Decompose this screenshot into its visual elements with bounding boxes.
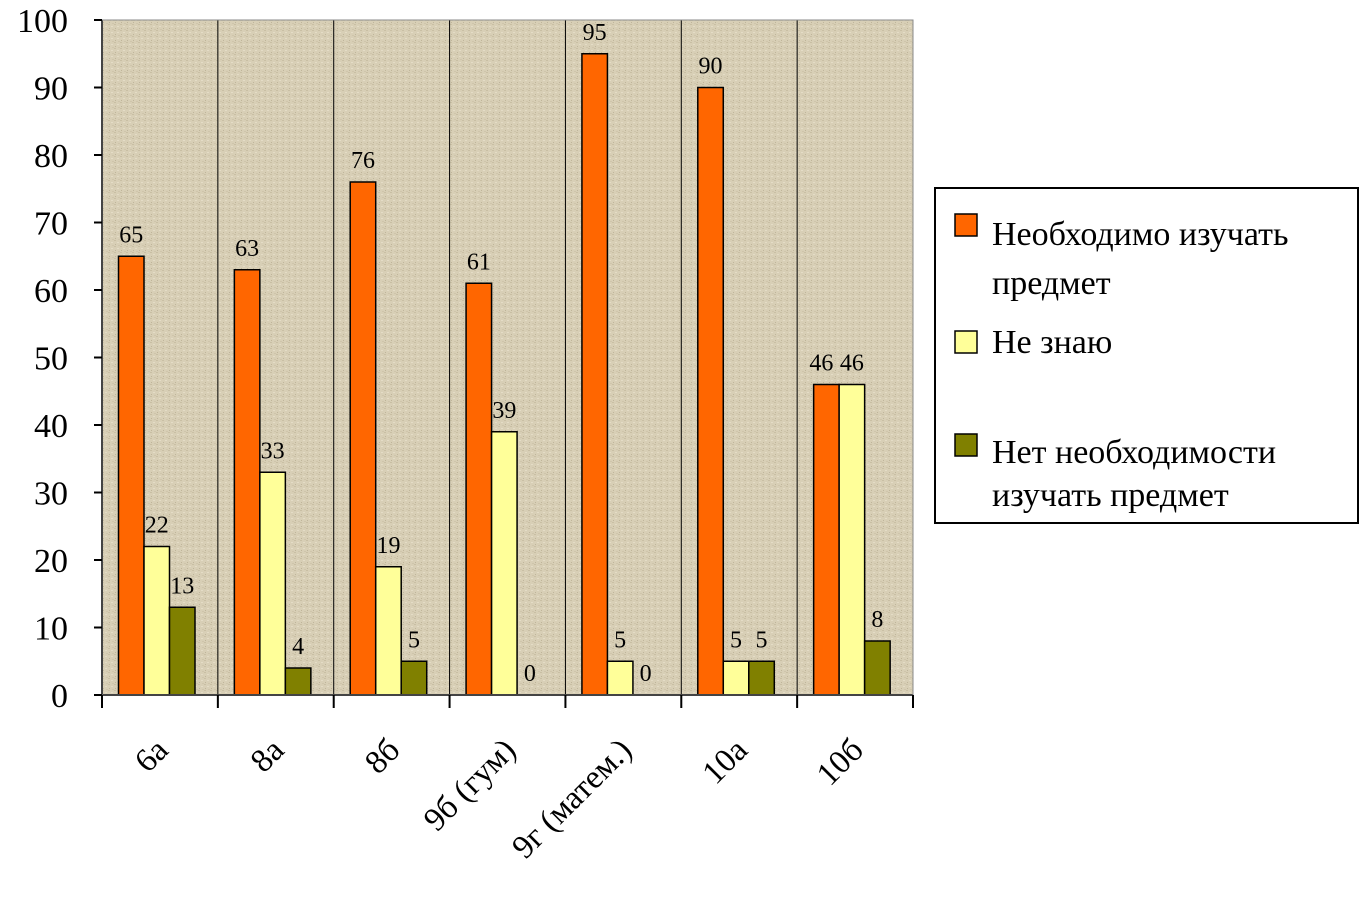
y-tick-label: 20 [34, 543, 68, 580]
legend-swatch-series-2 [954, 330, 978, 354]
x-tick-label: 8б [358, 732, 407, 781]
data-label-2-2: 33 [261, 438, 285, 464]
data-label-2-7: 46 [840, 351, 864, 377]
legend-label-series-2: Не знаю [992, 324, 1112, 361]
bar-3-2 [284, 667, 312, 696]
data-label-2-6: 5 [730, 627, 742, 653]
legend-box [934, 187, 1359, 524]
x-tick-label: 6а [128, 732, 176, 780]
data-label-1-1: 65 [119, 222, 143, 248]
data-label-3-6: 5 [756, 627, 768, 653]
bar-3-3 [400, 660, 428, 696]
x-tick-label: 9г (матем.) [505, 732, 639, 866]
data-label-3-2: 4 [292, 634, 304, 660]
bar-2-6 [722, 660, 750, 696]
bar-3-7 [863, 640, 891, 696]
data-label-3-7: 8 [871, 607, 883, 633]
x-tick-label: 10а [696, 732, 755, 791]
bar-1-5 [581, 53, 609, 696]
data-label-1-7: 46 [809, 351, 833, 377]
bar-3-1 [168, 606, 196, 696]
legend-swatch-series-3 [954, 433, 978, 457]
y-tick-label: 60 [34, 273, 68, 310]
data-label-1-5: 95 [583, 20, 607, 46]
x-tick-label: 10б [810, 732, 871, 793]
data-label-2-4: 39 [492, 398, 516, 424]
data-label-3-5: 0 [640, 661, 652, 687]
legend-label-series-1: Необходимо изучать предмет [992, 216, 1288, 302]
data-label-1-4: 61 [467, 249, 491, 275]
bar-1-7 [812, 383, 840, 696]
bar-1-6 [697, 86, 725, 696]
bar-2-4 [490, 431, 518, 696]
bar-2-2 [259, 471, 287, 696]
bar-1-4 [465, 282, 493, 696]
y-tick-label: 70 [34, 206, 68, 243]
bar-2-7 [838, 383, 866, 696]
bar-2-3 [374, 566, 402, 696]
data-label-2-5: 5 [614, 627, 626, 653]
legend-swatch-series-1 [954, 213, 978, 237]
data-label-2-3: 19 [376, 533, 400, 559]
legend: Необходимо изучать предмет Не знаю Нет не… [934, 187, 1359, 524]
data-label-1-3: 76 [351, 148, 375, 174]
y-tick-label: 90 [34, 71, 68, 108]
y-tick-label: 50 [34, 341, 68, 378]
bars [117, 53, 891, 696]
y-tick-label: 10 [34, 611, 68, 648]
bar-1-2 [233, 269, 261, 696]
y-tick-label: 40 [34, 408, 68, 445]
data-label-3-1: 13 [170, 573, 194, 599]
bar-2-1 [143, 545, 171, 696]
y-tick-label: 0 [51, 678, 68, 715]
y-tick-label: 30 [34, 476, 68, 513]
x-tick-label: 9б (гум) [417, 732, 523, 838]
bar-3-6 [748, 660, 776, 696]
data-label-3-3: 5 [408, 627, 420, 653]
data-label-1-6: 90 [699, 54, 723, 80]
data-label-2-1: 22 [145, 513, 169, 539]
bar-2-5 [606, 660, 634, 696]
y-tick-label: 100 [17, 3, 68, 40]
bar-1-1 [117, 255, 145, 696]
y-tick-label: 80 [34, 138, 68, 175]
bar-1-3 [349, 181, 377, 696]
data-label-1-2: 63 [235, 236, 259, 262]
x-tick-label: 8а [244, 732, 292, 780]
data-label-3-4: 0 [524, 661, 536, 687]
legend-label-series-3: Нет необходимости изучать предмет [992, 434, 1276, 514]
grid-lines [217, 20, 798, 695]
